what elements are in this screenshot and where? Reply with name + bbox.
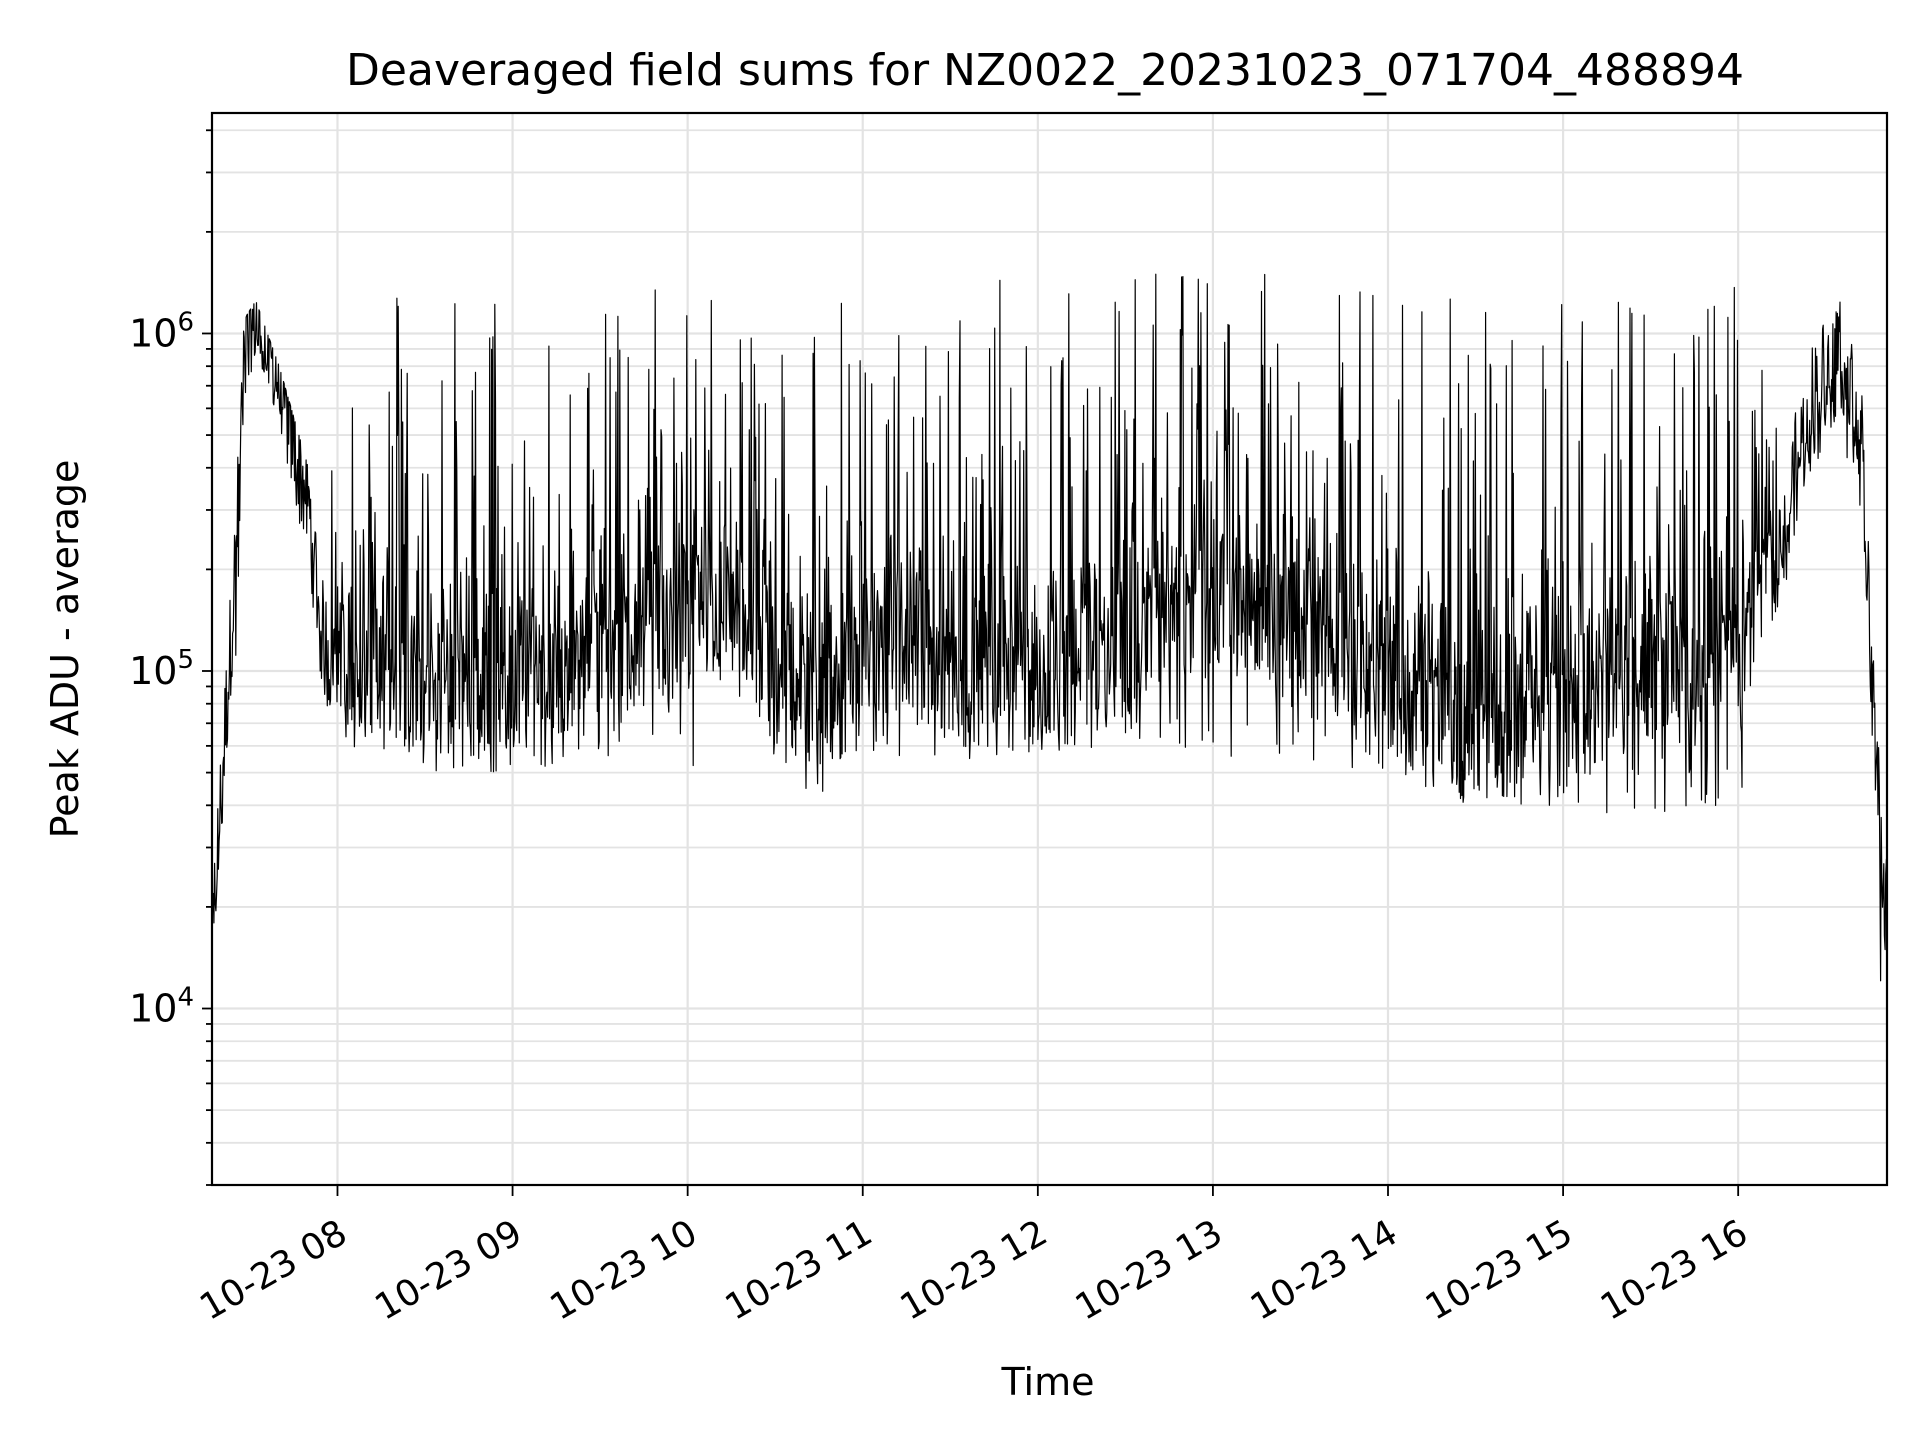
y-tick-label: 104 bbox=[129, 983, 194, 1031]
y-tick-base: 10 bbox=[129, 311, 177, 355]
y-tick-base: 10 bbox=[129, 649, 177, 693]
y-tick-label: 106 bbox=[129, 307, 194, 355]
y-tick-base: 10 bbox=[129, 987, 177, 1031]
plot-frame bbox=[210, 111, 1889, 1187]
series-area bbox=[211, 273, 1888, 982]
chart-title: Deaveraged field sums for NZ0022_2023102… bbox=[346, 45, 1744, 96]
y-tick-exponent: 5 bbox=[177, 645, 194, 675]
y-tick-exponent: 6 bbox=[177, 307, 194, 337]
grid bbox=[212, 113, 1887, 1186]
series-line bbox=[211, 273, 1888, 982]
y-axis-label: Peak ADU - average bbox=[43, 460, 87, 839]
x-axis-label: Time bbox=[1001, 1360, 1095, 1404]
y-tick-exponent: 4 bbox=[177, 983, 194, 1013]
y-tick-label: 105 bbox=[129, 645, 194, 693]
